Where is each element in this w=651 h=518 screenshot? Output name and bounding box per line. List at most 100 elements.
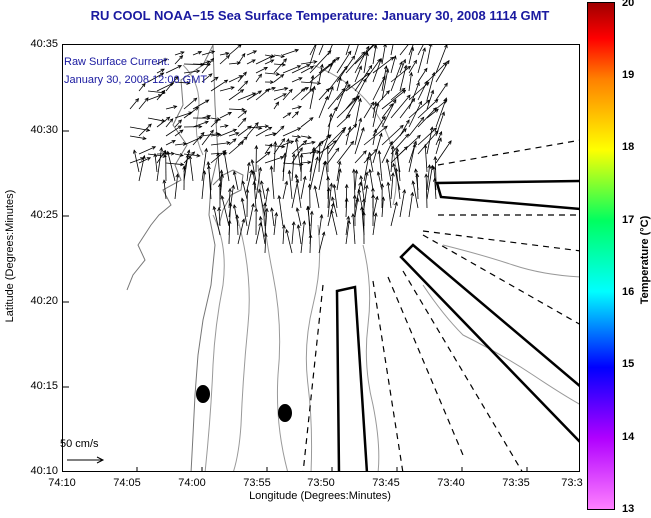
site-marker[interactable] <box>278 404 292 422</box>
current-vector-head <box>331 58 336 63</box>
current-vector-head <box>147 123 152 128</box>
current-vector-head <box>434 98 439 104</box>
current-vector <box>363 52 368 74</box>
current-vector-head <box>177 125 183 130</box>
current-vector-head <box>224 124 229 128</box>
current-vector-head <box>249 169 253 174</box>
current-vector-head <box>241 180 246 185</box>
current-vector <box>300 88 314 101</box>
current-vector-head <box>210 50 216 54</box>
current-vector <box>327 203 334 227</box>
current-vector <box>372 133 382 164</box>
current-vector-head <box>241 107 246 112</box>
current-vector-head <box>302 175 307 181</box>
current-vector <box>426 127 433 155</box>
current-vector-head <box>166 150 171 156</box>
current-vector-head <box>385 68 390 73</box>
current-vector-head <box>175 173 180 178</box>
current-vector <box>228 89 244 101</box>
current-vector-head <box>275 72 281 76</box>
current-vector-head <box>282 93 287 97</box>
current-vector-head <box>294 173 299 179</box>
current-vector <box>435 131 442 146</box>
current-vector <box>318 96 329 119</box>
current-vector <box>201 60 210 65</box>
current-vector-head <box>324 95 329 101</box>
current-vector <box>129 135 146 140</box>
current-vector-head <box>309 117 314 121</box>
current-vector-head <box>332 183 337 189</box>
current-vector-head <box>135 98 140 103</box>
current-vector-head <box>346 84 351 89</box>
current-vector-head <box>390 145 395 150</box>
current-vector-head <box>362 197 366 203</box>
current-vector-head <box>409 71 413 77</box>
current-vector <box>372 58 382 83</box>
current-vector-head <box>251 202 255 208</box>
current-vector-head <box>284 87 289 91</box>
current-vector-head <box>263 66 268 71</box>
current-vector-head <box>319 63 324 69</box>
current-vector <box>408 82 420 110</box>
y-tick-label: 40:15 <box>30 380 58 392</box>
x-tick-label: 73:40 <box>437 477 465 489</box>
current-vector <box>129 126 150 131</box>
current-vector <box>255 88 270 101</box>
map-canvas <box>63 45 579 471</box>
colorbar-tick-label: 19 <box>622 69 635 81</box>
current-vector-head <box>344 197 349 202</box>
current-vector <box>330 210 338 236</box>
current-vector-head <box>328 63 333 68</box>
current-vector <box>156 68 165 74</box>
current-vector <box>297 224 302 245</box>
current-vector-head <box>373 128 378 133</box>
current-vector-head <box>206 60 211 65</box>
current-vector-head <box>337 76 342 81</box>
map-plot-area[interactable] <box>62 44 580 472</box>
site-marker[interactable] <box>196 385 210 403</box>
current-vector <box>309 234 311 254</box>
current-vector-head <box>207 164 211 170</box>
current-vector-head <box>358 117 363 122</box>
current-vector <box>228 138 237 146</box>
current-vector <box>345 72 370 92</box>
current-vector <box>318 142 321 173</box>
current-vector-head <box>227 112 232 116</box>
current-vector-head <box>395 147 400 152</box>
current-vector-head <box>235 132 240 136</box>
current-vector-head <box>163 58 168 63</box>
current-vector-head <box>280 74 285 78</box>
current-vector <box>309 50 332 74</box>
current-vector <box>282 49 299 56</box>
current-vector <box>219 52 229 56</box>
current-vector <box>273 54 285 57</box>
current-vector <box>291 153 295 182</box>
current-vector-head <box>280 156 285 160</box>
current-vector-head <box>242 117 247 122</box>
current-vector <box>435 140 452 164</box>
current-vector-head <box>402 128 407 133</box>
current-vector-head <box>344 183 349 189</box>
current-vector <box>314 185 320 209</box>
current-vector-head <box>335 56 340 61</box>
current-vector-head <box>197 51 203 55</box>
current-vector-head <box>351 97 356 102</box>
current-vector-head <box>326 186 331 192</box>
current-vector-head <box>328 112 333 118</box>
current-vector <box>147 90 165 94</box>
current-vector <box>264 72 280 75</box>
current-vector-head <box>232 170 237 176</box>
current-vector-head <box>210 57 215 62</box>
current-vector <box>435 97 447 128</box>
current-vector <box>387 182 392 209</box>
current-vector-head <box>287 169 292 175</box>
current-vector <box>147 153 167 157</box>
current-vector <box>282 225 285 245</box>
current-vector-head <box>351 212 355 218</box>
current-vector-head <box>433 155 438 161</box>
x-tick-label: 73:35 <box>502 477 530 489</box>
current-vector-head <box>160 72 165 77</box>
current-vector <box>327 183 332 218</box>
current-vector-head <box>269 165 274 170</box>
y-tick-label: 40:20 <box>30 295 58 307</box>
